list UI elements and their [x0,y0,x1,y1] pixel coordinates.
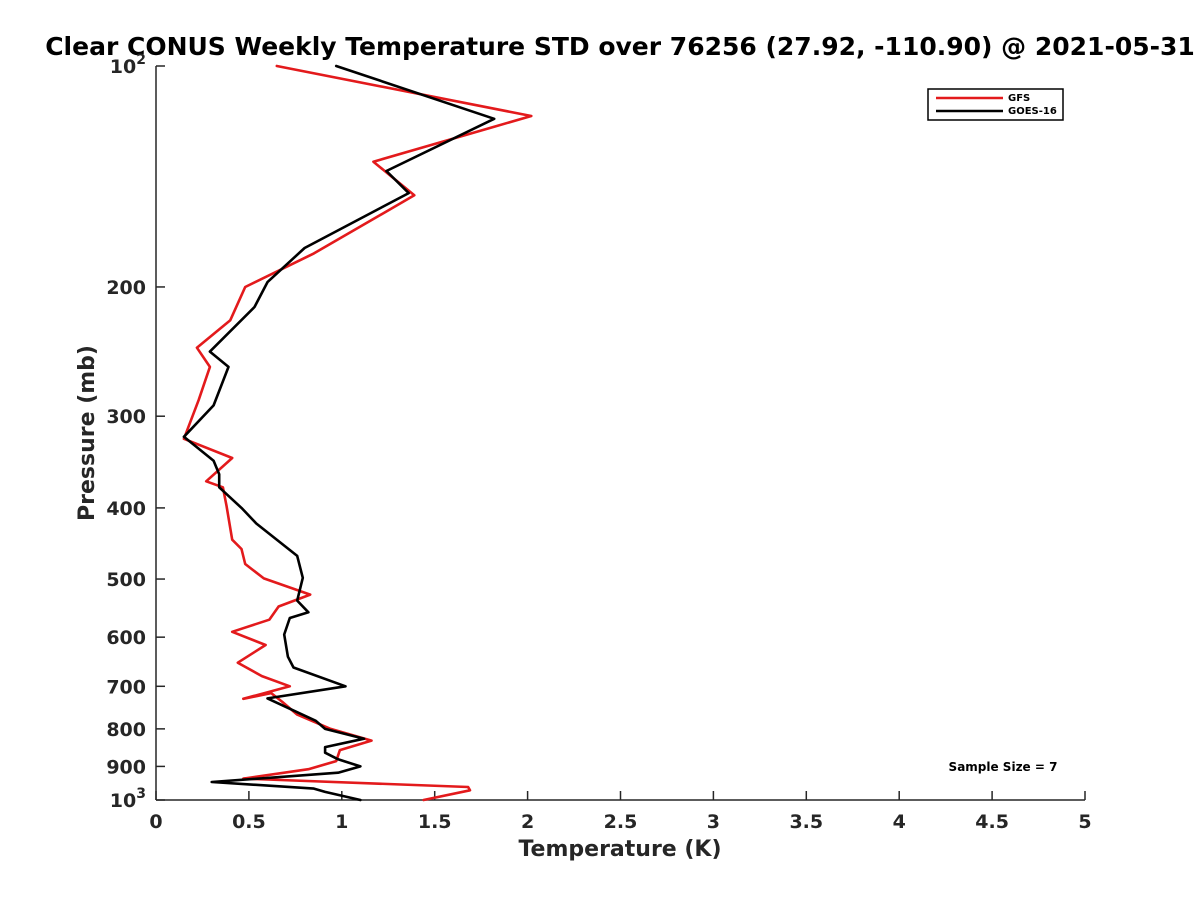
y-tick-label: 300 [106,406,146,428]
series-layer [182,64,533,802]
y-tick-label: 400 [106,498,146,520]
x-tick-label: 4 [893,811,906,833]
series-line-gfs [182,64,533,802]
x-tick-label: 3 [707,811,720,833]
x-tick-label: 2 [521,811,534,833]
y-axis-label: Pressure (mb) [75,345,100,521]
x-axis-label: Temperature (K) [518,837,721,862]
legend-box [927,88,1064,121]
plot-area [155,66,1085,801]
x-tick-label: 5 [1078,811,1091,833]
chart-title: Clear CONUS Weekly Temperature STD over … [45,32,1195,61]
legend-label-goes16: GOES-16 [1008,106,1057,117]
sample-size-annotation: Sample Size = 7 [949,760,1058,774]
y-tick-label: 103 [110,786,146,812]
series-line-goes16 [182,64,496,802]
x-tick-label: 0.5 [232,811,266,833]
y-tick-label: 900 [106,756,146,778]
x-ticks: 0 0.5 1 1.5 2 2.5 3 3.5 4 4.5 5 [149,791,1092,833]
legend: GFS GOES-16 [927,88,1064,121]
x-tick-label: 3.5 [789,811,823,833]
y-tick-base: 10 [110,790,136,812]
x-tick-label: 1 [335,811,348,833]
x-tick-label: 4.5 [975,811,1009,833]
x-tick-label: 2.5 [604,811,638,833]
x-tick-label: 1.5 [418,811,452,833]
x-tick-label: 0 [149,811,162,833]
y-tick-label: 200 [106,277,146,299]
y-tick-label: 700 [106,676,146,698]
legend-label-gfs: GFS [1008,93,1030,104]
y-tick-base: 10 [110,56,136,78]
y-tick-label: 600 [106,627,146,649]
y-tick-label: 500 [106,569,146,591]
y-tick-exponent: 3 [136,786,146,802]
y-tick-label: 102 [110,52,146,78]
y-tick-label: 800 [106,719,146,741]
y-tick-exponent: 2 [136,52,146,68]
